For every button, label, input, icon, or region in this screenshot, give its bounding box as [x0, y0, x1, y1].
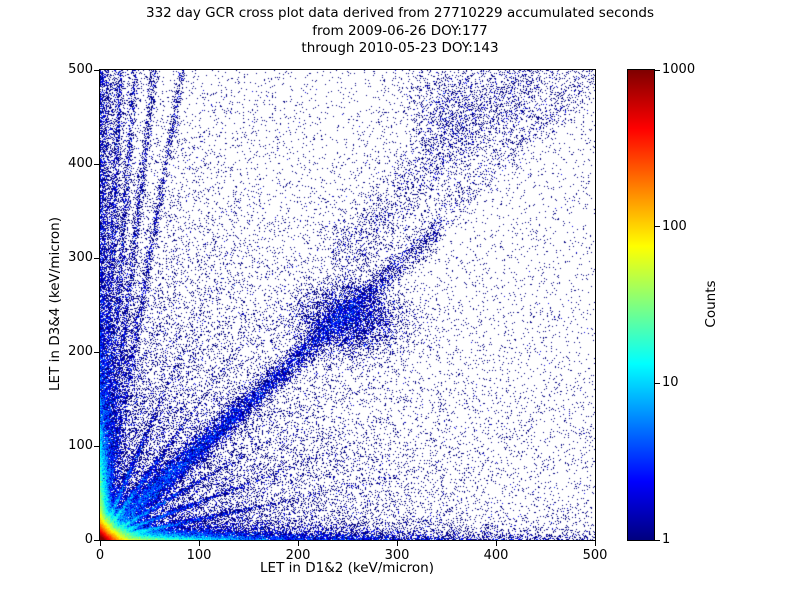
x-tick-mark: [198, 541, 200, 546]
x-tick-mark: [594, 541, 596, 546]
y-tick-mark: [94, 257, 99, 259]
x-tick-label: 0: [95, 548, 105, 563]
y-tick-mark: [94, 69, 99, 71]
x-axis-label: LET in D1&2 (keV/micron): [260, 560, 434, 576]
chart-title-block: 332 day GCR cross plot data derived from…: [0, 5, 800, 58]
colorbar-label: Counts: [703, 280, 719, 328]
y-tick-label: 200: [68, 344, 93, 359]
chart-title-line-3: through 2010-05-23 DOY:143: [301, 40, 499, 56]
y-tick-mark: [94, 163, 99, 165]
colorbar-tick-mark: [655, 539, 660, 541]
y-axis-label: LET in D3&4 (keV/micron): [47, 217, 63, 391]
chart-title-line-1: 332 day GCR cross plot data derived from…: [146, 5, 654, 21]
colorbar: [627, 69, 655, 541]
colorbar-tick-mark: [655, 226, 660, 228]
y-tick-label: 400: [68, 156, 93, 171]
x-tick-mark: [99, 541, 101, 546]
y-tick-mark: [94, 351, 99, 353]
x-tick-label: 300: [384, 548, 410, 563]
y-tick-label: 300: [68, 250, 93, 265]
x-tick-label: 400: [483, 548, 509, 563]
colorbar-tick-label: 1: [662, 532, 671, 547]
y-tick-label: 500: [68, 62, 93, 77]
x-tick-mark: [297, 541, 299, 546]
colorbar-tick-mark: [655, 69, 660, 71]
x-tick-mark: [495, 541, 497, 546]
chart-title-line-2: from 2009-06-26 DOY:177: [312, 22, 488, 39]
colorbar-tick-label: 100: [662, 218, 687, 234]
plot-canvas: [100, 70, 595, 540]
x-tick-label: 100: [186, 548, 212, 563]
colorbar-tick-mark: [655, 382, 660, 384]
y-tick-label: 100: [68, 438, 93, 453]
x-tick-mark: [396, 541, 398, 546]
x-tick-label: 500: [582, 548, 608, 563]
y-tick-mark: [94, 539, 99, 541]
y-tick-label: 0: [84, 532, 93, 547]
colorbar-tick-label: 1000: [662, 62, 696, 77]
plot-area: [99, 69, 596, 541]
x-tick-label: 200: [285, 548, 311, 563]
colorbar-tick-label: 10: [662, 375, 679, 391]
y-tick-mark: [94, 445, 99, 447]
